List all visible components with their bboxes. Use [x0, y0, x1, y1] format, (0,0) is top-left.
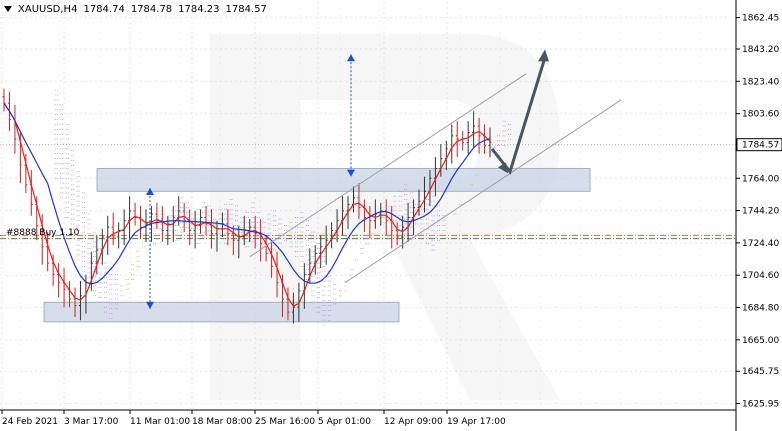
time-tick-label: 3 Mar 17:00	[64, 417, 119, 427]
candlestick-series	[2, 88, 492, 324]
price-tick-label: 1724.40	[742, 239, 779, 249]
price-tick-label: 1843.20	[742, 45, 779, 55]
high-value: 1784.78	[130, 4, 173, 15]
watermark-logo	[210, 34, 560, 400]
time-tick-label: 25 Mar 16:00	[255, 417, 315, 427]
current-price-label: 1784.57	[742, 141, 779, 151]
open-value: 1784.74	[83, 4, 125, 15]
chart-header: XAUUSD,H4 1784.74 1784.78 1784.23 1784.57	[4, 4, 273, 15]
price-tick-label: 1684.80	[742, 304, 779, 314]
lower-measure-arrow-head-down	[146, 301, 154, 309]
price-tick-label: 1625.95	[742, 400, 779, 410]
symbol-dropdown-icon[interactable]	[4, 6, 12, 12]
channel-upper-line	[249, 73, 527, 258]
time-tick-label: 11 Mar 01:00	[130, 417, 190, 427]
support-resistance-zones	[0, 167, 736, 323]
price-tick-label: 1862.45	[742, 14, 779, 24]
time-tick-label: 24 Feb 2021	[2, 417, 58, 427]
channel-lower-line	[344, 99, 622, 284]
forecast-pullback-head	[498, 162, 508, 174]
upper-measure-arrow-head-down	[347, 169, 355, 177]
time-tick-label: 12 Apr 09:00	[384, 417, 443, 427]
time-tick-label: 18 Mar 08:00	[192, 417, 252, 427]
price-axis: 1862.45 1843.20 1823.40 1803.60 1784.57 1764.…	[735, 0, 782, 431]
low-value: 1784.23	[178, 4, 220, 15]
forecast-arrow-head	[538, 49, 549, 62]
kijun-line	[3, 102, 491, 285]
resistance-zone	[96, 167, 591, 192]
forecast-path	[490, 57, 547, 175]
lower-measure-arrow-head-up	[146, 188, 154, 196]
price-tick-label: 1803.60	[742, 110, 779, 120]
symbol-label: XAUUSD,H4	[18, 4, 78, 15]
close-value: 1784.57	[225, 4, 267, 15]
tenkan-line	[3, 102, 491, 307]
price-tick-label: 1645.75	[742, 367, 779, 377]
trade-annotation: #8888 Buy 1.10	[6, 228, 80, 238]
price-tick-label: 1744.20	[742, 207, 779, 217]
trend-drawings	[146, 49, 622, 309]
price-tick-label: 1823.40	[742, 77, 779, 87]
upper-measure-arrow-head-up	[347, 54, 355, 62]
price-tick-label: 1764.00	[742, 174, 779, 184]
time-tick-label: 19 Apr 17:00	[447, 417, 506, 427]
current-price-box	[736, 138, 782, 152]
time-tick-label: 5 Apr 01:00	[318, 417, 371, 427]
price-tick-label: 1704.60	[742, 271, 779, 281]
indicator-lines	[3, 102, 491, 307]
support-zone	[43, 301, 400, 323]
price-tick-label: 1665.00	[742, 336, 779, 346]
time-axis: 24 Feb 2021 3 Mar 17:00 11 Mar 01:00 18 Mar…	[0, 409, 736, 427]
